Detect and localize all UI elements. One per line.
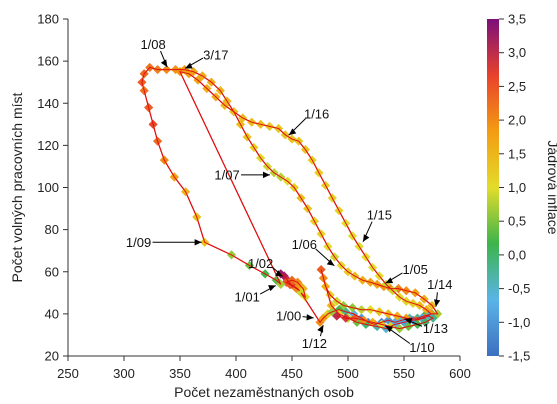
annotation-label: 1/12 (302, 336, 327, 351)
annotation-arrowhead (160, 59, 168, 68)
x-tick-label: 500 (337, 366, 359, 381)
y-axis-title: Počet volných pracovních míst (9, 92, 25, 282)
colorbar-tick-label: 0,5 (508, 214, 526, 229)
annotation-label: 1/09 (126, 235, 151, 250)
colorbar-gradient (487, 19, 499, 356)
colorbar-tick-label: 1,0 (508, 180, 526, 195)
colorbar-tick-label: 0,0 (508, 247, 526, 262)
y-tick-label: 120 (37, 138, 59, 153)
colorbar-tick-label: -1,5 (508, 349, 530, 364)
y-tick-label: 180 (37, 12, 59, 27)
annotations: 1/08 3/17 1/16 1/07 1/15 1/09 1/06 1/02 1/051/14… (126, 37, 453, 355)
colorbar: 3,5 3,0 2,5 2,0 1,5 1,0 0,5 0,0 -0,5 -1,0 -1,5 Jád… (487, 12, 557, 364)
plot-area: 250 300 350 400 450 500 550 600 20 40 60 80 100 120 1… (37, 12, 471, 382)
annotation-arrowhead (194, 239, 202, 246)
y-tick-label: 100 (37, 180, 59, 195)
annotation-label: 1/16 (304, 106, 329, 121)
annotation-arrowhead (288, 128, 297, 136)
x-tick-label: 300 (113, 366, 135, 381)
x-tick-label: 450 (281, 366, 303, 381)
x-tick-label: 600 (449, 366, 471, 381)
y-axis-ticks: 20 40 60 80 100 120 140 160 180 (37, 12, 68, 364)
annotation-label: 1/10 (409, 340, 434, 355)
annotation-arrowhead (362, 234, 370, 242)
annotation-label: 1/15 (367, 207, 392, 222)
y-tick-label: 140 (37, 96, 59, 111)
annotation-label: 1/14 (427, 277, 452, 292)
annotation-arrowhead (433, 299, 441, 307)
colorbar-title: Jádrová inflace (545, 140, 557, 234)
x-axis-ticks: 250 300 350 400 450 500 550 600 (57, 356, 471, 381)
annotation-label: 1/08 (140, 37, 165, 52)
annotation-label: 3/17 (203, 47, 228, 62)
annotation-arrowhead (385, 325, 393, 333)
y-tick-label: 40 (45, 306, 59, 321)
annotation-label: 1/13 (423, 321, 448, 336)
annotation-arrowhead (268, 285, 276, 292)
x-tick-label: 400 (225, 366, 247, 381)
annotation-arrowhead (385, 277, 394, 284)
annotation-label: 1/06 (292, 237, 317, 252)
annotation-label: 1/05 (403, 262, 428, 277)
y-tick-label: 20 (45, 349, 59, 364)
data-point (332, 311, 342, 321)
colorbar-tick-label: -0,5 (508, 281, 530, 296)
colorbar-tick-label: 3,5 (508, 12, 526, 27)
colorbar-ticks: 3,5 3,0 2,5 2,0 1,5 1,0 0,5 0,0 -0,5 -1,0 -1,5 (499, 12, 530, 364)
annotation-arrowhead (275, 270, 283, 277)
annotation-arrowhead (317, 325, 324, 333)
annotation-label: 1/00 (276, 308, 301, 323)
x-tick-label: 250 (57, 366, 79, 381)
colorbar-tick-label: 2,5 (508, 79, 526, 94)
colorbar-tick-label: 2,0 (508, 113, 526, 128)
annotation-arrowhead (184, 62, 193, 69)
annotation-label: 1/02 (248, 256, 273, 271)
annotation-arrowhead (262, 171, 270, 179)
colorbar-tick-label: 1,5 (508, 146, 526, 161)
series-line-overlay (141, 66, 439, 330)
x-tick-label: 550 (393, 366, 415, 381)
colorbar-tick-label: -1,0 (508, 315, 530, 330)
annotation-arrowhead (306, 314, 314, 321)
x-axis-title: Počet nezaměstnaných osob (174, 384, 354, 400)
data-markers (137, 62, 443, 334)
x-tick-label: 350 (169, 366, 191, 381)
annotation-label: 1/07 (214, 167, 239, 182)
annotation-arrowhead (404, 318, 413, 325)
annotation-arrowhead (326, 259, 335, 266)
annotation-label: 1/01 (235, 290, 260, 305)
y-tick-label: 160 (37, 54, 59, 69)
colorbar-tick-label: 3,0 (508, 45, 526, 60)
y-tick-label: 80 (45, 222, 59, 237)
y-tick-label: 60 (45, 264, 59, 279)
